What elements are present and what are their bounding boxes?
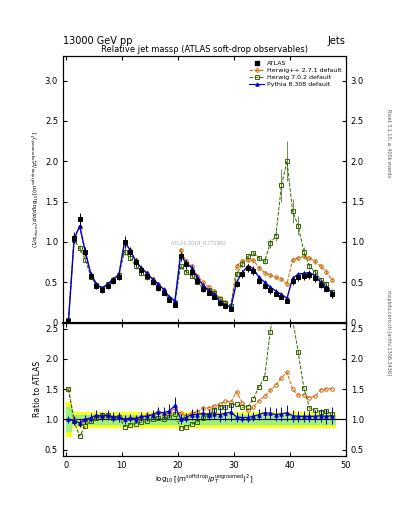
Y-axis label: $(1/\sigma_{resum})\;d\sigma/d\log_{10}[(m^{\rm soft\,drop}/p_T^{\rm ungroomed}): $(1/\sigma_{resum})\;d\sigma/d\log_{10}[… [31, 131, 42, 248]
Text: Rivet 3.1.10, ≥ 400k events: Rivet 3.1.10, ≥ 400k events [386, 109, 391, 178]
Title: Relative jet massρ (ATLAS soft-drop observables): Relative jet massρ (ATLAS soft-drop obse… [101, 45, 308, 54]
Text: 13000 GeV pp: 13000 GeV pp [63, 36, 132, 46]
Text: Jets: Jets [328, 36, 346, 46]
Text: mcplots.cern.ch [arXiv:1306.3436]: mcplots.cern.ch [arXiv:1306.3436] [386, 290, 391, 375]
Y-axis label: Ratio to ATLAS: Ratio to ATLAS [33, 361, 42, 417]
X-axis label: $\log_{10}[(m^{\mathrm{soft\,drop}}/p_T^{\mathrm{ungroomed}})^2]$: $\log_{10}[(m^{\mathrm{soft\,drop}}/p_T^… [155, 472, 253, 486]
Legend: ATLAS, Herwig++ 2.7.1 default, Herwig 7.0.2 default, Pythia 8.308 default: ATLAS, Herwig++ 2.7.1 default, Herwig 7.… [248, 59, 343, 88]
Text: ATLAS 2019_I1772992: ATLAS 2019_I1772992 [171, 240, 226, 246]
